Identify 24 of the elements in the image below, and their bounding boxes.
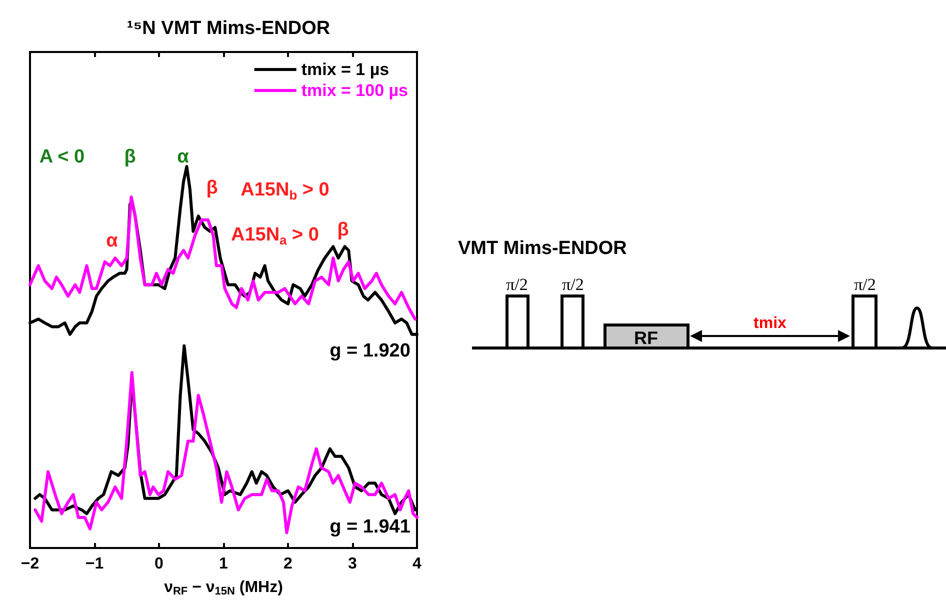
text: RF xyxy=(634,328,658,348)
x-tick-label: 1 xyxy=(219,556,228,572)
annotation: α xyxy=(106,230,118,252)
annotation: β xyxy=(337,220,349,240)
text: π/2 xyxy=(506,275,528,294)
x-tick-label: −2 xyxy=(20,556,40,572)
legend-label: tmix = 100 µs xyxy=(301,81,408,100)
annotation: β xyxy=(206,178,218,198)
annotation: A < 0 xyxy=(39,146,85,168)
annotation: g = 1.941 xyxy=(330,516,411,538)
annotation: g = 1.920 xyxy=(330,340,410,362)
x-tick-label: 0 xyxy=(154,556,164,572)
text: tmix xyxy=(754,315,787,332)
text: π/2 xyxy=(562,275,584,294)
x-tick-label: −1 xyxy=(85,556,104,572)
text: VMT Mims-ENDOR xyxy=(458,238,628,259)
annotation: β xyxy=(124,146,136,168)
legend-label: tmix = 1 µs xyxy=(301,60,390,79)
x-tick-label: 2 xyxy=(284,556,293,572)
chart-title: ¹⁵N VMT Mims-ENDOR xyxy=(126,18,330,39)
text: π/2 xyxy=(854,275,876,294)
x-tick-label: 3 xyxy=(348,556,358,572)
x-tick-label: 4 xyxy=(412,556,422,572)
annotation: α xyxy=(177,146,190,168)
